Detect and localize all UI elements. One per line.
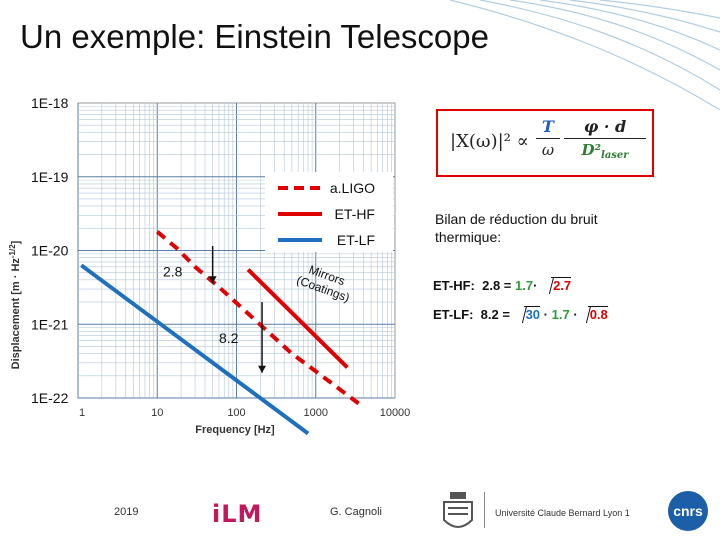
university-crest-icon [443,492,473,528]
lf-v3: 0.8 [589,307,608,322]
lf-label: ET-LF: [433,307,474,322]
chart-series [80,230,365,436]
formula-frac1-den: ω [541,141,555,159]
legend-label: a.LIGO [330,180,375,196]
bilan-text: Bilan de réduction du bruit thermique: [435,211,598,245]
formula-lhs: |X(ω)|² ∝ [450,131,529,152]
slide-title: Un exemple: Einstein Telescope [20,18,489,55]
y-axis-label: Displacement [m · Hz-1/2] [8,240,23,369]
hf-dot: · [533,278,538,293]
hf-v1: 1.7 [515,278,534,293]
hf-v2: 2.7 [553,278,572,293]
arrowhead-2-8 [208,276,217,284]
annotation-2-8: 2.8 [163,263,183,279]
y-tick-label: 1E-19 [31,169,69,185]
chart-ticks: 1 10 100 1000 10000 1E-22 1E-21 1E-20 1E-19 1E-18 [31,95,410,419]
series-line-et-lf [80,263,310,436]
y-axis-label-end: ] [10,240,22,244]
lf-v2: 1.7 [551,307,570,322]
annotation-mirrors: Mirrors(Coatings) [295,260,357,305]
lf-eq: 8.2 = [480,307,510,322]
decorative-lines [449,0,720,110]
hf-label: ET-HF: [433,278,475,293]
y-tick-label: 1E-18 [31,95,69,111]
x-tick-label: 10 [151,407,163,419]
chart-annotations: 2.8 8.2 Mirrors(Coatings) [163,246,357,373]
university-name: Université Claude Bernard Lyon 1 [495,508,630,518]
legend-label: ET-LF [337,232,375,248]
equation-et-lf: ET-LF: 8.2 = 30 · 1.7 · 0.8 [433,306,608,322]
divider [484,492,485,528]
chart-legend: a.LIGO ET-HF ET-LF [265,172,393,252]
series-line-a-ligo [156,230,365,409]
formula-frac1-num: T [536,117,560,139]
x-tick-label: 100 [227,407,245,419]
sqrt-symbol: 0.8 [587,306,608,322]
lf-v1: 30 [525,307,541,322]
formula-fraction-2: φ · d D²laser [564,117,646,161]
formula-fraction-1: T ω [536,117,560,159]
hf-eq: 2.8 = [482,278,512,293]
y-axis-label-main: Displacement [m · Hz [10,258,22,370]
footer-author: G. Cagnoli [330,506,382,518]
x-tick-label: 1000 [304,407,328,419]
equation-et-hf: ET-HF: 2.8 = 1.7· 2.7 [433,277,572,293]
arrowhead-8-2 [258,365,267,373]
ilm-logo: iLM [212,500,263,528]
sqrt-symbol: 2.7 [551,277,572,293]
y-tick-label: 1E-20 [31,243,69,259]
lf-dot1: · [543,307,549,322]
legend-label: ET-HF [335,206,375,222]
y-tick-label: 1E-21 [31,316,69,332]
x-axis-label: Frequency [Hz] [195,424,275,436]
y-tick-label: 1E-22 [31,390,69,406]
sqrt-symbol: 30 [523,306,541,322]
cnrs-logo: cnrs [668,491,708,531]
formula-frac2-num: φ · d [564,117,646,139]
formula-frac2-den: D²laser [581,141,629,161]
series-line-et-hf [246,268,349,369]
formula-box: |X(ω)|² ∝ T ω φ · d D²laser [436,109,654,177]
lf-dot2: · [573,307,578,322]
y-axis-label-sup: -1/2 [8,244,17,258]
x-tick-label: 1 [79,407,85,419]
annotation-8-2: 8.2 [219,330,239,346]
footer-date: 2019 [114,506,139,518]
x-tick-label: 10000 [380,407,411,419]
